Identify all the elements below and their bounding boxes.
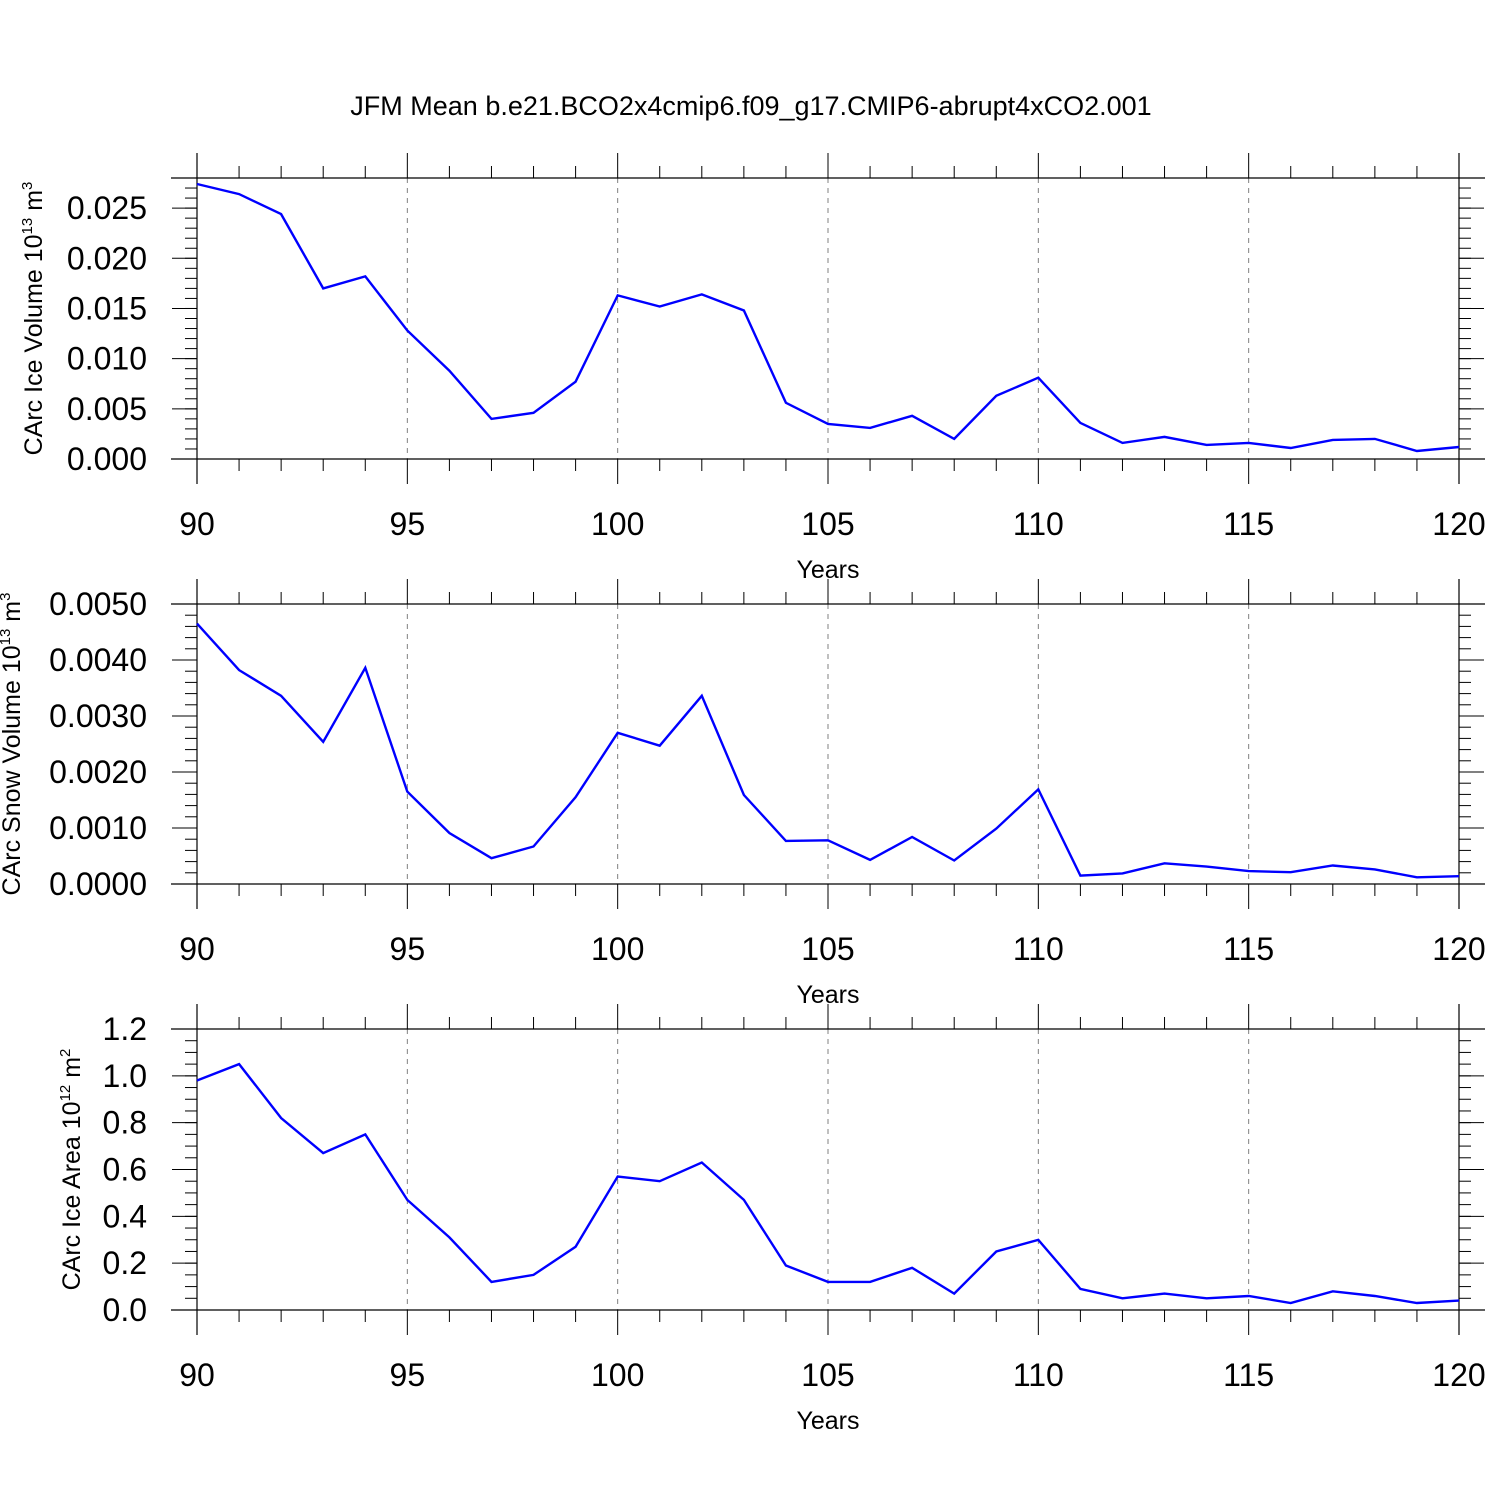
ice-area-panel: 0.0 0.2 0.4 0.6 0.8 1.0 1.2 90 95 100 105 110 115 120… — [57, 1004, 1486, 1435]
x-tick-label: 115 — [1223, 1357, 1274, 1393]
series-line — [196, 182, 1460, 453]
x-tick-label: 115 — [1223, 931, 1274, 967]
figure-title: JFM Mean b.e21.BCO2x4cmip6.f09_g17.CMIP6… — [350, 91, 1151, 121]
x-tick-label: 105 — [801, 1357, 854, 1393]
x-tick-label: 105 — [801, 506, 854, 542]
x-tick-label: 115 — [1223, 506, 1274, 542]
x-tick-label: 105 — [801, 931, 854, 967]
y-axis-label-text: m — [58, 1057, 86, 1085]
x-tick-label: 110 — [1013, 506, 1064, 542]
y-axis-label-superscript: 13 — [0, 629, 14, 646]
x-tick-label: 90 — [179, 931, 215, 967]
x-tick-label: 120 — [1432, 506, 1485, 542]
y-tick-label: 0.005 — [67, 391, 147, 427]
y-axis-label-superscript: 3 — [0, 593, 14, 601]
y-tick-label: 1.2 — [103, 1011, 147, 1047]
y-axis-label-text: m — [0, 601, 26, 629]
y-axis-label: CArc Snow Volume 1013 m3 — [0, 593, 26, 896]
y-axis-label-superscript: 2 — [57, 1049, 74, 1057]
y-axis-label-superscript: 13 — [19, 218, 36, 235]
x-tick-label: 95 — [390, 1357, 426, 1393]
y-tick-label: 0.6 — [103, 1152, 147, 1188]
y-tick-label: 1.0 — [103, 1058, 147, 1094]
x-tick-label: 100 — [591, 506, 644, 542]
series-line — [196, 1062, 1460, 1305]
y-tick-label: 0.000 — [67, 441, 147, 477]
y-axis-label-text: CArc Ice Area 10 — [58, 1101, 86, 1290]
snow-volume-panel: 0.0000 0.0010 0.0020 0.0030 0.0040 0.0050 90 95… — [0, 579, 1486, 1009]
y-tick-label: 0.0040 — [49, 642, 147, 678]
y-axis-label-text: CArc Ice Volume 10 — [20, 234, 48, 455]
y-tick-label: 0.8 — [103, 1105, 147, 1141]
y-tick-label: 0.0010 — [49, 810, 147, 846]
x-tick-label: 90 — [179, 506, 215, 542]
x-tick-label: 100 — [591, 1357, 644, 1393]
y-tick-label: 0.4 — [103, 1198, 147, 1234]
y-tick-label: 0.2 — [103, 1245, 147, 1281]
y-axis-label: CArc Ice Volume 1013 m3 — [19, 182, 48, 456]
y-tick-label: 0.025 — [67, 190, 147, 226]
y-tick-label: 0.0000 — [49, 866, 147, 902]
y-tick-label: 0.0020 — [49, 754, 147, 790]
x-tick-label: 120 — [1432, 931, 1485, 967]
x-tick-label: 95 — [390, 506, 426, 542]
y-tick-label: 0.0 — [103, 1292, 147, 1328]
ice-volume-panel: 0.000 0.005 0.010 0.015 0.020 0.025 90 95 100 105… — [19, 153, 1486, 584]
y-tick-label: 0.010 — [67, 341, 147, 377]
x-tick-label: 110 — [1013, 931, 1064, 967]
x-tick-label: 95 — [390, 931, 426, 967]
x-tick-label: 110 — [1013, 1357, 1064, 1393]
y-axis-label-superscript: 3 — [19, 182, 36, 190]
x-axis-label: Years — [796, 1407, 859, 1435]
y-axis-label-text: m — [20, 190, 48, 218]
y-tick-label: 0.015 — [67, 290, 147, 326]
y-axis-label: CArc Ice Area 1012 m2 — [57, 1049, 86, 1291]
y-tick-label: 0.0030 — [49, 698, 147, 734]
y-tick-label: 0.0050 — [49, 586, 147, 622]
y-axis-label-superscript: 12 — [57, 1085, 74, 1102]
y-axis-label-text: CArc Snow Volume 10 — [0, 645, 26, 895]
x-tick-label: 120 — [1432, 1357, 1485, 1393]
series-line — [196, 622, 1460, 879]
x-tick-label: 100 — [591, 931, 644, 967]
x-tick-label: 90 — [179, 1357, 215, 1393]
y-tick-label: 0.020 — [67, 240, 147, 276]
